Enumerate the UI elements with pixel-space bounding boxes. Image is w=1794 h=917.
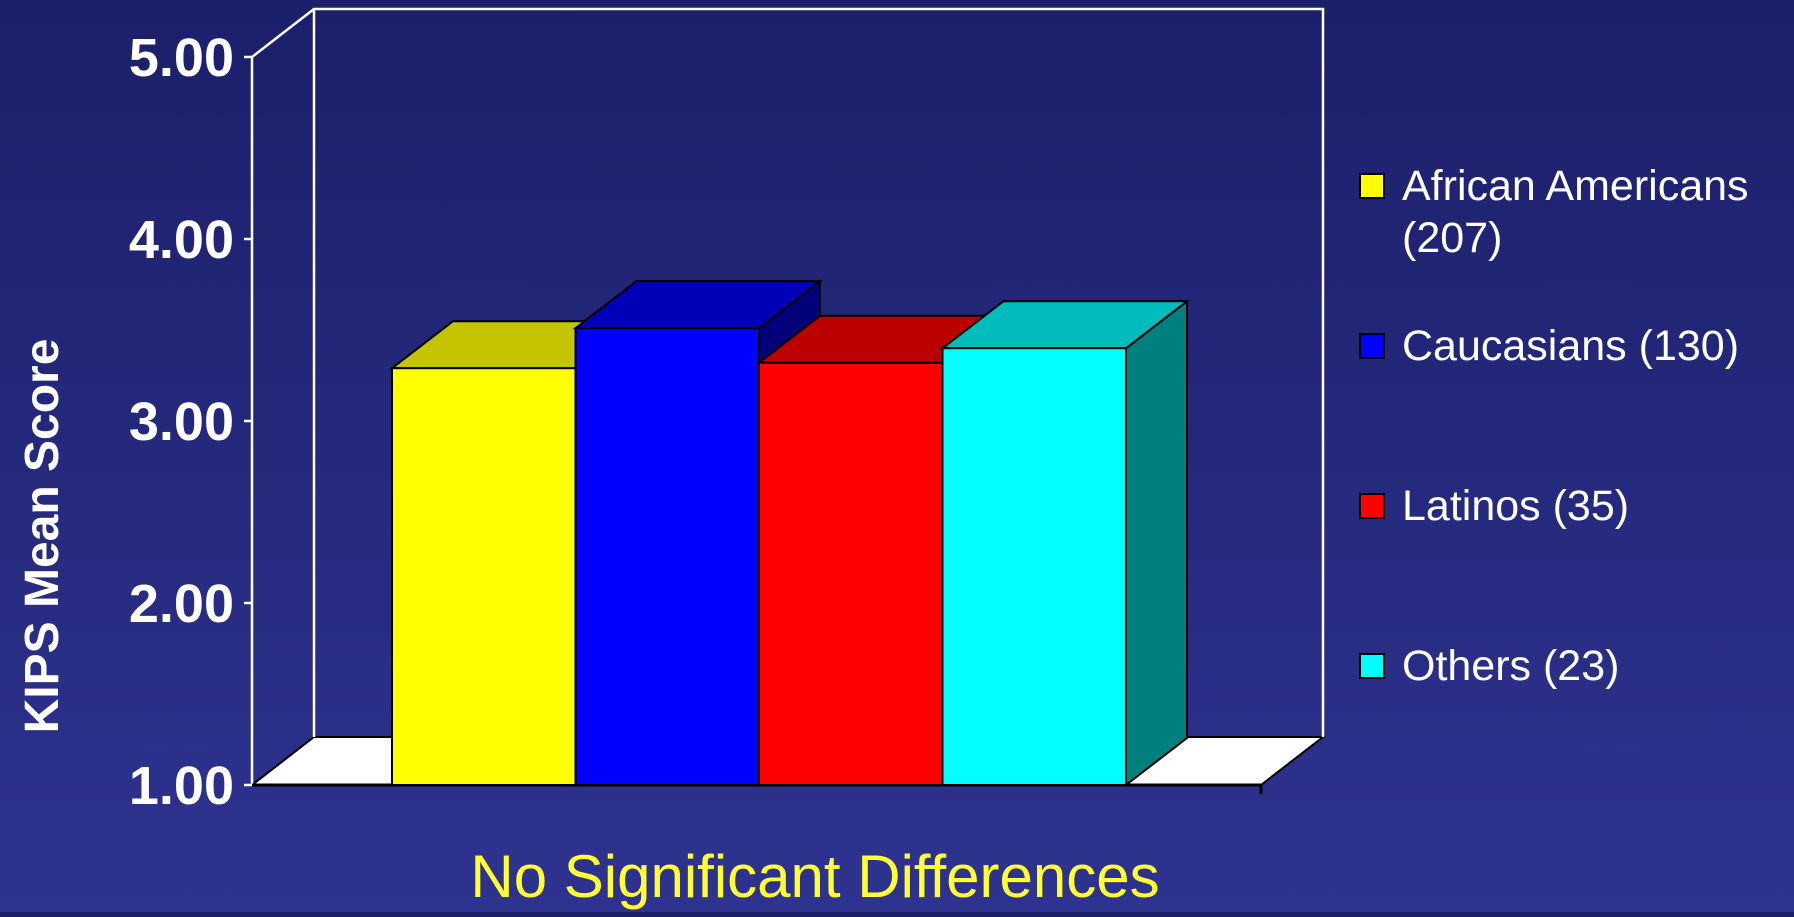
- legend-swatch: [1359, 333, 1385, 359]
- legend-swatch: [1359, 173, 1385, 199]
- y-axis-label: KIPS Mean Score: [16, 339, 69, 734]
- legend-item: Caucasians (130): [1359, 322, 1739, 370]
- legend-label: Caucasians (130): [1402, 322, 1739, 370]
- back-wall: [312, 7, 1325, 737]
- legend: African Americans (207) Caucasians (130) La…: [1359, 162, 1749, 690]
- y-axis: 1.00 2.00 3.00 4.00 5.00: [129, 28, 252, 816]
- y-tick-label: 4.00: [129, 210, 234, 270]
- x-axis-label: No Significant Differences: [470, 843, 1159, 910]
- legend-label: African Americans (207): [1402, 162, 1749, 262]
- legend-item: Others (23): [1359, 642, 1619, 690]
- bar-4: [939, 299, 1190, 788]
- bar-front: [941, 347, 1127, 786]
- bar-front: [758, 361, 944, 786]
- legend-item: Latinos (35): [1359, 482, 1629, 530]
- y-tick-label: 3.00: [129, 392, 234, 452]
- bar-front: [391, 367, 577, 786]
- bar-side: [1125, 299, 1188, 788]
- legend-item: African Americans (207): [1359, 162, 1749, 262]
- legend-swatch: [1359, 653, 1385, 679]
- y-tick-label: 2.00: [129, 574, 234, 634]
- y-tick-label: 1.00: [129, 756, 234, 816]
- legend-swatch: [1359, 493, 1385, 519]
- y-tick-label: 5.00: [129, 28, 234, 88]
- legend-label: Others (23): [1402, 642, 1619, 690]
- legend-label: Latinos (35): [1402, 482, 1629, 530]
- side-wall: [250, 8, 315, 785]
- bars: [389, 279, 1190, 788]
- bar-front: [574, 327, 760, 786]
